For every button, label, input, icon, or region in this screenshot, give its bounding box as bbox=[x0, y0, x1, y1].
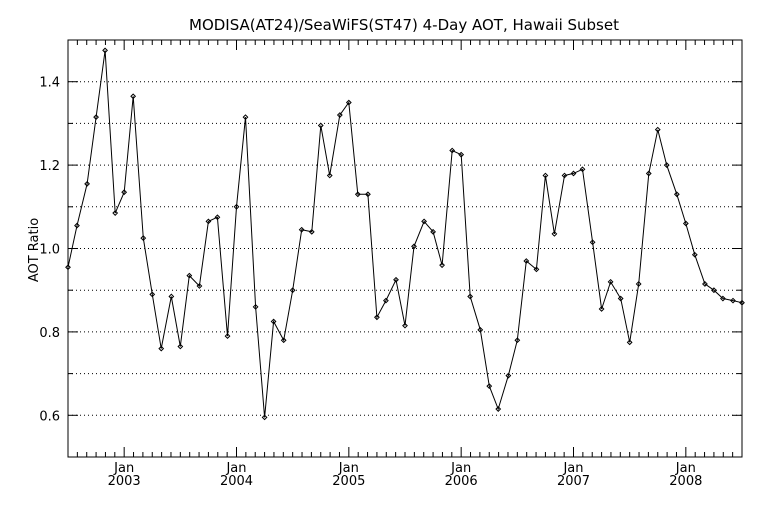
data-point bbox=[382, 297, 389, 304]
data-point bbox=[252, 303, 259, 310]
data-point bbox=[579, 166, 586, 173]
data-point bbox=[168, 293, 175, 300]
data-point bbox=[374, 314, 380, 321]
data-point bbox=[449, 147, 456, 154]
data-point bbox=[402, 322, 408, 329]
data-point bbox=[663, 162, 670, 169]
y-tick-label: 1.4 bbox=[39, 76, 60, 91]
data-point bbox=[654, 126, 661, 133]
data-point bbox=[214, 214, 221, 221]
axes bbox=[67, 39, 743, 458]
data-point bbox=[65, 264, 71, 271]
data-point bbox=[365, 191, 371, 198]
data-point bbox=[598, 306, 605, 312]
data-point bbox=[149, 291, 156, 298]
data-point bbox=[270, 318, 277, 325]
x-tick-year-label: 2004 bbox=[220, 474, 253, 489]
data-point bbox=[739, 299, 745, 306]
data-point bbox=[673, 191, 680, 198]
data-point bbox=[533, 266, 540, 273]
data-point bbox=[730, 297, 736, 304]
x-tick-month-label: Jan bbox=[675, 461, 696, 476]
data-point bbox=[393, 276, 399, 283]
y-tick-label: 0.8 bbox=[39, 326, 60, 341]
data-point bbox=[523, 258, 530, 264]
data-point bbox=[477, 326, 484, 333]
data-point bbox=[458, 151, 465, 158]
data-point bbox=[561, 172, 568, 179]
data-point bbox=[354, 191, 361, 198]
x-tick-month-label: Jan bbox=[113, 461, 134, 476]
data-point bbox=[589, 239, 596, 246]
data-point bbox=[289, 287, 296, 294]
data-point bbox=[177, 343, 184, 350]
data-point bbox=[140, 235, 147, 241]
data-point bbox=[317, 122, 324, 129]
data-point bbox=[336, 112, 343, 118]
chart-title: MODISA(AT24)/SeaWiFS(ST47) 4-Day AOT, Ha… bbox=[189, 16, 619, 34]
x-tick-year-label: 2006 bbox=[445, 474, 478, 489]
data-point bbox=[495, 406, 502, 412]
data-point bbox=[242, 114, 249, 121]
data-point bbox=[186, 272, 193, 279]
data-point bbox=[691, 251, 698, 258]
data-point bbox=[645, 170, 652, 177]
y-axis-label: AOT Ratio bbox=[27, 218, 42, 282]
data-point bbox=[486, 383, 493, 390]
data-point bbox=[711, 287, 717, 294]
x-tick-month-label: Jan bbox=[225, 461, 246, 476]
data-point bbox=[702, 281, 708, 287]
data-point bbox=[298, 226, 305, 233]
data-point bbox=[121, 189, 128, 196]
grid-lines bbox=[68, 81, 742, 416]
data-point bbox=[570, 170, 577, 177]
x-tick-month-label: Jan bbox=[450, 461, 471, 476]
data-point bbox=[505, 372, 512, 379]
data-point bbox=[196, 283, 203, 289]
data-point bbox=[233, 203, 240, 210]
data-point bbox=[635, 281, 642, 287]
data-point bbox=[130, 93, 137, 100]
data-point bbox=[112, 210, 119, 216]
data-point bbox=[74, 222, 80, 229]
data-point bbox=[224, 333, 231, 339]
data-point bbox=[102, 47, 108, 54]
tick-labels: 0.60.81.01.21.4Jan2003Jan2004Jan2005Jan2… bbox=[39, 76, 702, 489]
data-point bbox=[542, 172, 549, 179]
y-tick-label: 1.0 bbox=[39, 243, 60, 258]
data-point bbox=[551, 230, 558, 237]
data-point bbox=[93, 114, 99, 121]
data-point bbox=[617, 295, 624, 302]
data-point bbox=[430, 228, 436, 235]
y-tick-label: 1.2 bbox=[39, 159, 60, 174]
x-tick-month-label: Jan bbox=[562, 461, 583, 476]
data-point bbox=[421, 218, 428, 225]
y-tick-label: 0.6 bbox=[39, 409, 60, 424]
data-point bbox=[345, 99, 352, 106]
x-tick-year-label: 2007 bbox=[557, 474, 590, 489]
data-point bbox=[205, 218, 212, 225]
data-point bbox=[280, 337, 287, 344]
x-tick-year-label: 2005 bbox=[332, 474, 365, 489]
data-point bbox=[84, 180, 91, 187]
data-point bbox=[719, 295, 726, 302]
data-point bbox=[308, 228, 315, 235]
data-point bbox=[326, 172, 333, 179]
data-point bbox=[467, 293, 474, 300]
x-tick-month-label: Jan bbox=[338, 461, 359, 476]
data-point bbox=[607, 278, 614, 285]
data-point bbox=[514, 337, 521, 344]
data-point bbox=[158, 345, 165, 352]
x-tick-year-label: 2003 bbox=[108, 474, 141, 489]
data-point bbox=[682, 220, 689, 227]
series-line bbox=[67, 50, 743, 418]
data-point bbox=[261, 414, 268, 421]
data-point bbox=[411, 243, 417, 250]
x-tick-year-label: 2008 bbox=[669, 474, 702, 489]
data-point bbox=[626, 339, 633, 346]
data-point bbox=[439, 262, 445, 269]
series-group bbox=[65, 47, 745, 421]
